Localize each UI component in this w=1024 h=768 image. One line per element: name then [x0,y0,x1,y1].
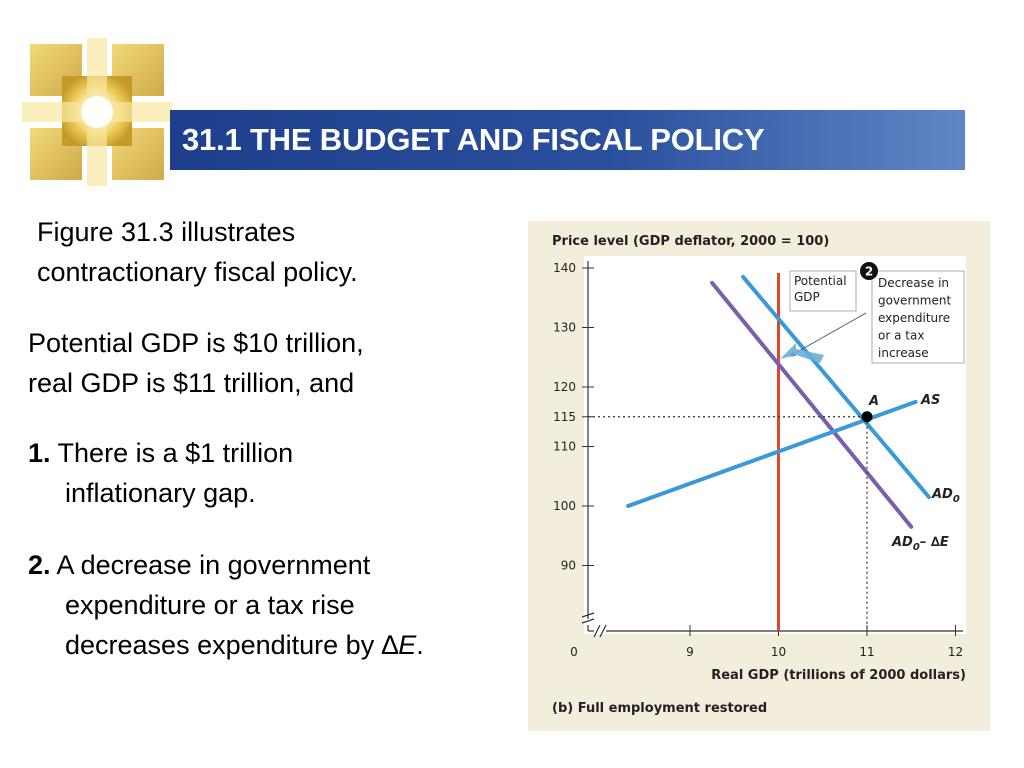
gdp-paragraph: Potential GDP is $10 trillion, real GDP … [28,323,364,403]
shift-annotation-box [871,270,965,364]
gdp-line-1: Potential GDP is $10 trillion, [28,328,364,358]
equilibrium-label: A [868,394,879,409]
y-axis-title: Price level (GDP deflator, 2000 = 100) [552,234,829,249]
y-tick-label: 100 [553,499,576,513]
point-1-line-2: inflationary gap. [65,478,256,508]
marker-2-number: 2 [865,265,873,279]
chart-caption: (b) Full employment restored [552,701,767,716]
y-tick-label: 120 [553,380,576,394]
point-2-line-3-prefix: decreases expenditure by [65,630,382,660]
y-tick-label: 90 [561,559,576,573]
x-tick-label: 9 [686,645,694,659]
point-2: 2. A decrease in government expenditure … [28,545,424,665]
x-tick-label: 10 [771,645,786,659]
delta-symbol: ∆ [381,630,399,660]
x-axis-break [593,624,607,638]
as-label: AS [920,393,940,408]
point-1: 1. There is a $1 trillion inflationary g… [28,433,293,513]
point-2-number: 2. [28,550,51,580]
y-tick-label: 140 [553,261,576,275]
logo-graphic [22,38,172,186]
shift-annotation-line: government [878,294,951,308]
ad0-minus-delta-e-label: AD0– ∆E [891,535,949,553]
shift-annotation-line: increase [878,346,929,360]
y-tick-label: 110 [553,440,576,454]
potential-gdp-box [789,270,857,312]
ad0-minus-delta-e-line [710,280,914,529]
title-bar: 31.1 THE BUDGET AND FISCAL POLICY [170,110,965,170]
point-1-number: 1. [28,438,51,468]
variable-e: E [398,630,417,660]
equilibrium-point [861,411,873,423]
intro-paragraph: Figure 31.3 illustrates contractionary f… [37,212,358,292]
x-tick-label: 12 [948,645,963,659]
period: . [416,630,424,660]
x-tick-label: 11 [859,645,874,659]
potential-gdp-label: GDP [794,290,820,304]
point-2-line-2: expenditure or a tax rise [65,590,355,620]
gdp-line-2: real GDP is $11 trillion, and [28,368,355,398]
potential-gdp-label: Potential [794,274,847,288]
ad0-line [741,274,931,500]
x-axis-title: Real GDP (trillions of 2000 dollars) [711,668,966,683]
marker-2-badge [860,262,878,280]
slide-title: 31.1 THE BUDGET AND FISCAL POLICY [182,122,765,157]
point-2-line-3: decreases expenditure by ∆E. [28,625,424,665]
intro-line-1: Figure 31.3 illustrates [37,217,296,247]
shift-annotation-line: or a tax [878,329,924,343]
shift-annotation-line: Decrease in [878,276,949,290]
chart-panel: Price level (GDP deflator, 2000 = 100) R… [528,221,990,731]
ad-as-chart: Price level (GDP deflator, 2000 = 100) R… [552,234,966,716]
y-tick-label: 130 [553,321,576,335]
intro-line-2: contractionary fiscal policy. [37,257,358,287]
ad0-label: AD0 [931,487,960,505]
x-tick-label: 0 [570,645,578,659]
point-1-line-1: There is a $1 trillion [57,438,294,468]
y-tick-label: 115 [553,410,576,424]
shift-leader-line [789,312,867,357]
y-axis-break [581,612,595,624]
shift-annotation-line: expenditure [878,311,950,325]
point-2-line-1: A decrease in government [56,550,371,580]
shift-arrow-icon [780,343,824,363]
